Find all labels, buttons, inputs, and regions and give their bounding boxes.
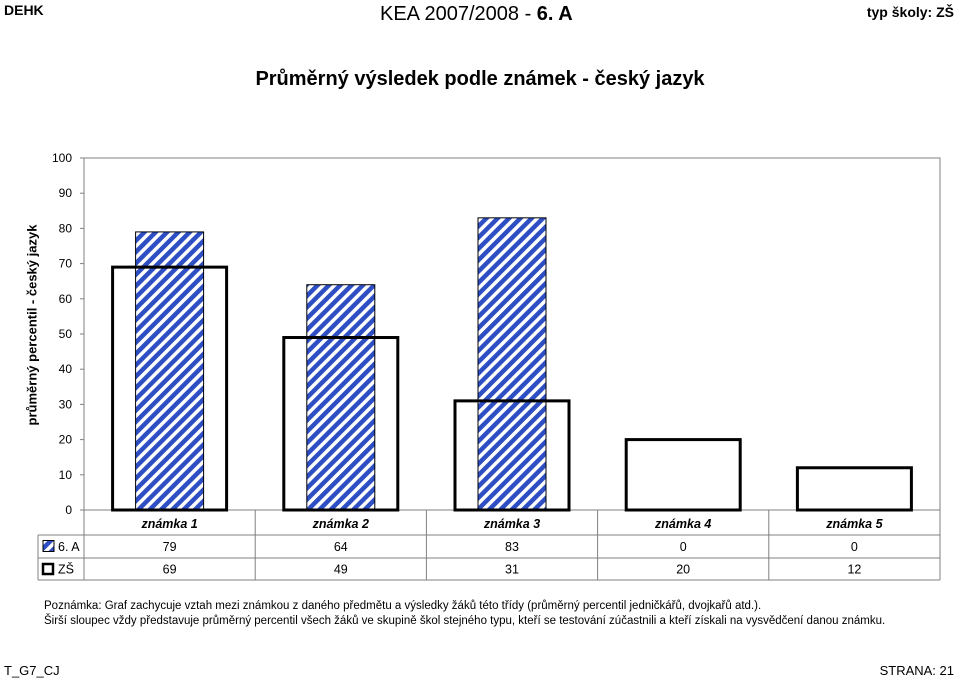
footer-right: STRANA: 21 bbox=[879, 663, 954, 678]
data-value: 20 bbox=[676, 563, 690, 577]
y-tick-label: 50 bbox=[59, 327, 73, 341]
data-value: 69 bbox=[163, 563, 177, 577]
y-tick-label: 0 bbox=[65, 503, 72, 517]
category-label: známka 2 bbox=[312, 517, 369, 531]
bar-class-2 bbox=[306, 284, 376, 511]
data-value: 64 bbox=[334, 540, 348, 554]
data-value: 79 bbox=[163, 540, 177, 554]
y-tick-label: 10 bbox=[59, 468, 73, 482]
header-left: DEHK bbox=[4, 2, 44, 18]
data-value: 83 bbox=[505, 540, 519, 554]
y-tick-label: 80 bbox=[59, 221, 73, 235]
legend-key-class bbox=[42, 540, 55, 552]
legend-series-name: ZŠ bbox=[58, 562, 74, 577]
bar-class-3 bbox=[477, 217, 547, 511]
header-right: typ školy: ZŠ bbox=[866, 4, 954, 20]
legend-key-school bbox=[41, 562, 55, 576]
bar-school-3 bbox=[453, 399, 571, 512]
bar-school-1 bbox=[111, 265, 229, 512]
header-year: KEA 2007/2008 - bbox=[380, 3, 532, 25]
data-value: 31 bbox=[505, 563, 519, 577]
bar-school-5 bbox=[795, 466, 913, 512]
y-tick-label: 30 bbox=[59, 397, 73, 411]
note-line-1: Poznámka: Graf zachycuje vztah mezi znám… bbox=[44, 600, 762, 612]
bar-school-4 bbox=[624, 438, 742, 512]
chart-title: Průměrný výsledek podle známek - český j… bbox=[255, 68, 705, 90]
category-label: známka 1 bbox=[140, 517, 197, 531]
y-tick-label: 100 bbox=[52, 151, 72, 165]
bar-class-1 bbox=[135, 231, 205, 511]
category-label: známka 4 bbox=[654, 517, 711, 531]
note-line-2: Širší sloupec vždy představuje průměrný … bbox=[44, 615, 886, 627]
header-center: KEA 2007/2008 - 6. A bbox=[380, 3, 573, 26]
data-value: 0 bbox=[680, 540, 687, 554]
y-tick-label: 90 bbox=[59, 186, 73, 200]
bar-school-2 bbox=[282, 336, 400, 512]
y-tick-label: 60 bbox=[59, 292, 73, 306]
category-label: známka 3 bbox=[483, 517, 540, 531]
footer-left: T_G7_CJ bbox=[4, 663, 60, 678]
data-value: 12 bbox=[847, 563, 861, 577]
y-tick-label: 20 bbox=[59, 433, 73, 447]
y-tick-label: 40 bbox=[59, 362, 73, 376]
y-tick-label: 70 bbox=[59, 257, 73, 271]
header-class: 6. A bbox=[536, 3, 573, 25]
category-label: známka 5 bbox=[825, 517, 883, 531]
data-value: 0 bbox=[851, 540, 858, 554]
legend-series-name: 6. A bbox=[58, 540, 80, 554]
data-value: 49 bbox=[334, 563, 348, 577]
